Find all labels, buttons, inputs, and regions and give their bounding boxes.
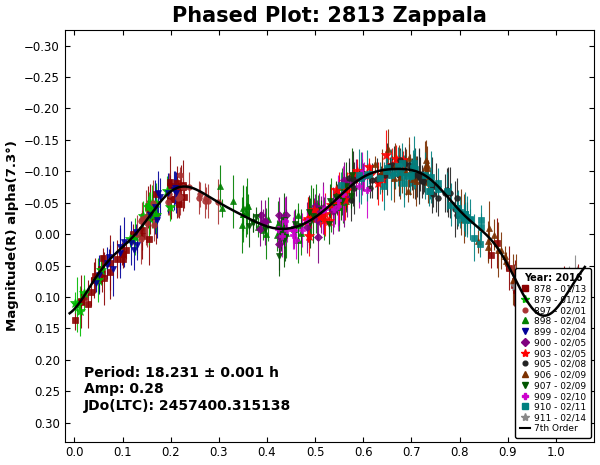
Title: Phased Plot: 2813 Zappala: Phased Plot: 2813 Zappala: [172, 6, 487, 26]
Y-axis label: Magnitude(R) alpha(7.3°): Magnitude(R) alpha(7.3°): [5, 140, 19, 331]
Text: Period: 18.231 ± 0.001 h
Amp: 0.28
JDo(LTC): 2457400.315138: Period: 18.231 ± 0.001 h Amp: 0.28 JDo(L…: [84, 366, 292, 412]
Legend: 878 - 01/13, 879 - 01/12, 897 - 02/01, 898 - 02/04, 899 - 02/04, 900 - 02/05, 90: 878 - 01/13, 879 - 01/12, 897 - 02/01, 8…: [515, 268, 591, 438]
